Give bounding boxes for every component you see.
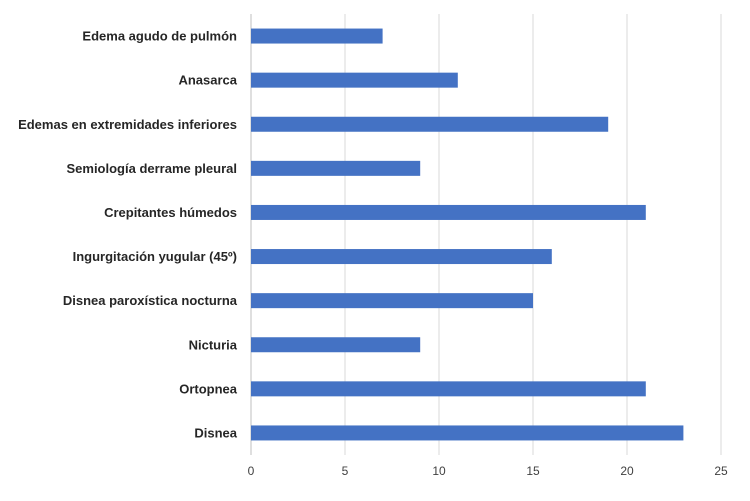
category-labels: Edema agudo de pulmón Anasarca Edemas en e… (18, 29, 238, 441)
bar (251, 116, 609, 132)
category-label: Ortopnea (179, 381, 238, 396)
x-tick-label: 20 (620, 464, 634, 478)
bar (251, 204, 646, 220)
category-label: Disnea (194, 425, 237, 440)
category-label: Ingurgitación yugular (45º) (73, 249, 237, 264)
bar (251, 425, 684, 441)
bar (251, 249, 552, 265)
bar (251, 160, 421, 176)
bars (251, 28, 684, 441)
category-label: Edemas en extremidades inferiores (18, 117, 237, 132)
category-label: Crepitantes húmedos (104, 205, 237, 220)
x-tick-label: 5 (342, 464, 349, 478)
bar (251, 337, 421, 353)
x-tick-label: 0 (248, 464, 255, 478)
x-tick-label: 10 (432, 464, 446, 478)
bar (251, 293, 533, 309)
bar (251, 28, 383, 44)
category-label: Disnea paroxística nocturna (63, 293, 238, 308)
x-tick-label: 25 (714, 464, 728, 478)
bar (251, 381, 646, 397)
category-label: Edema agudo de pulmón (82, 29, 237, 44)
x-tick-label: 15 (526, 464, 540, 478)
bar (251, 72, 458, 88)
category-label: Anasarca (178, 73, 237, 88)
x-tick-labels: 0 5 10 15 20 25 (248, 464, 728, 478)
category-label: Semiología derrame pleural (66, 161, 237, 176)
category-label: Nicturia (189, 337, 238, 352)
